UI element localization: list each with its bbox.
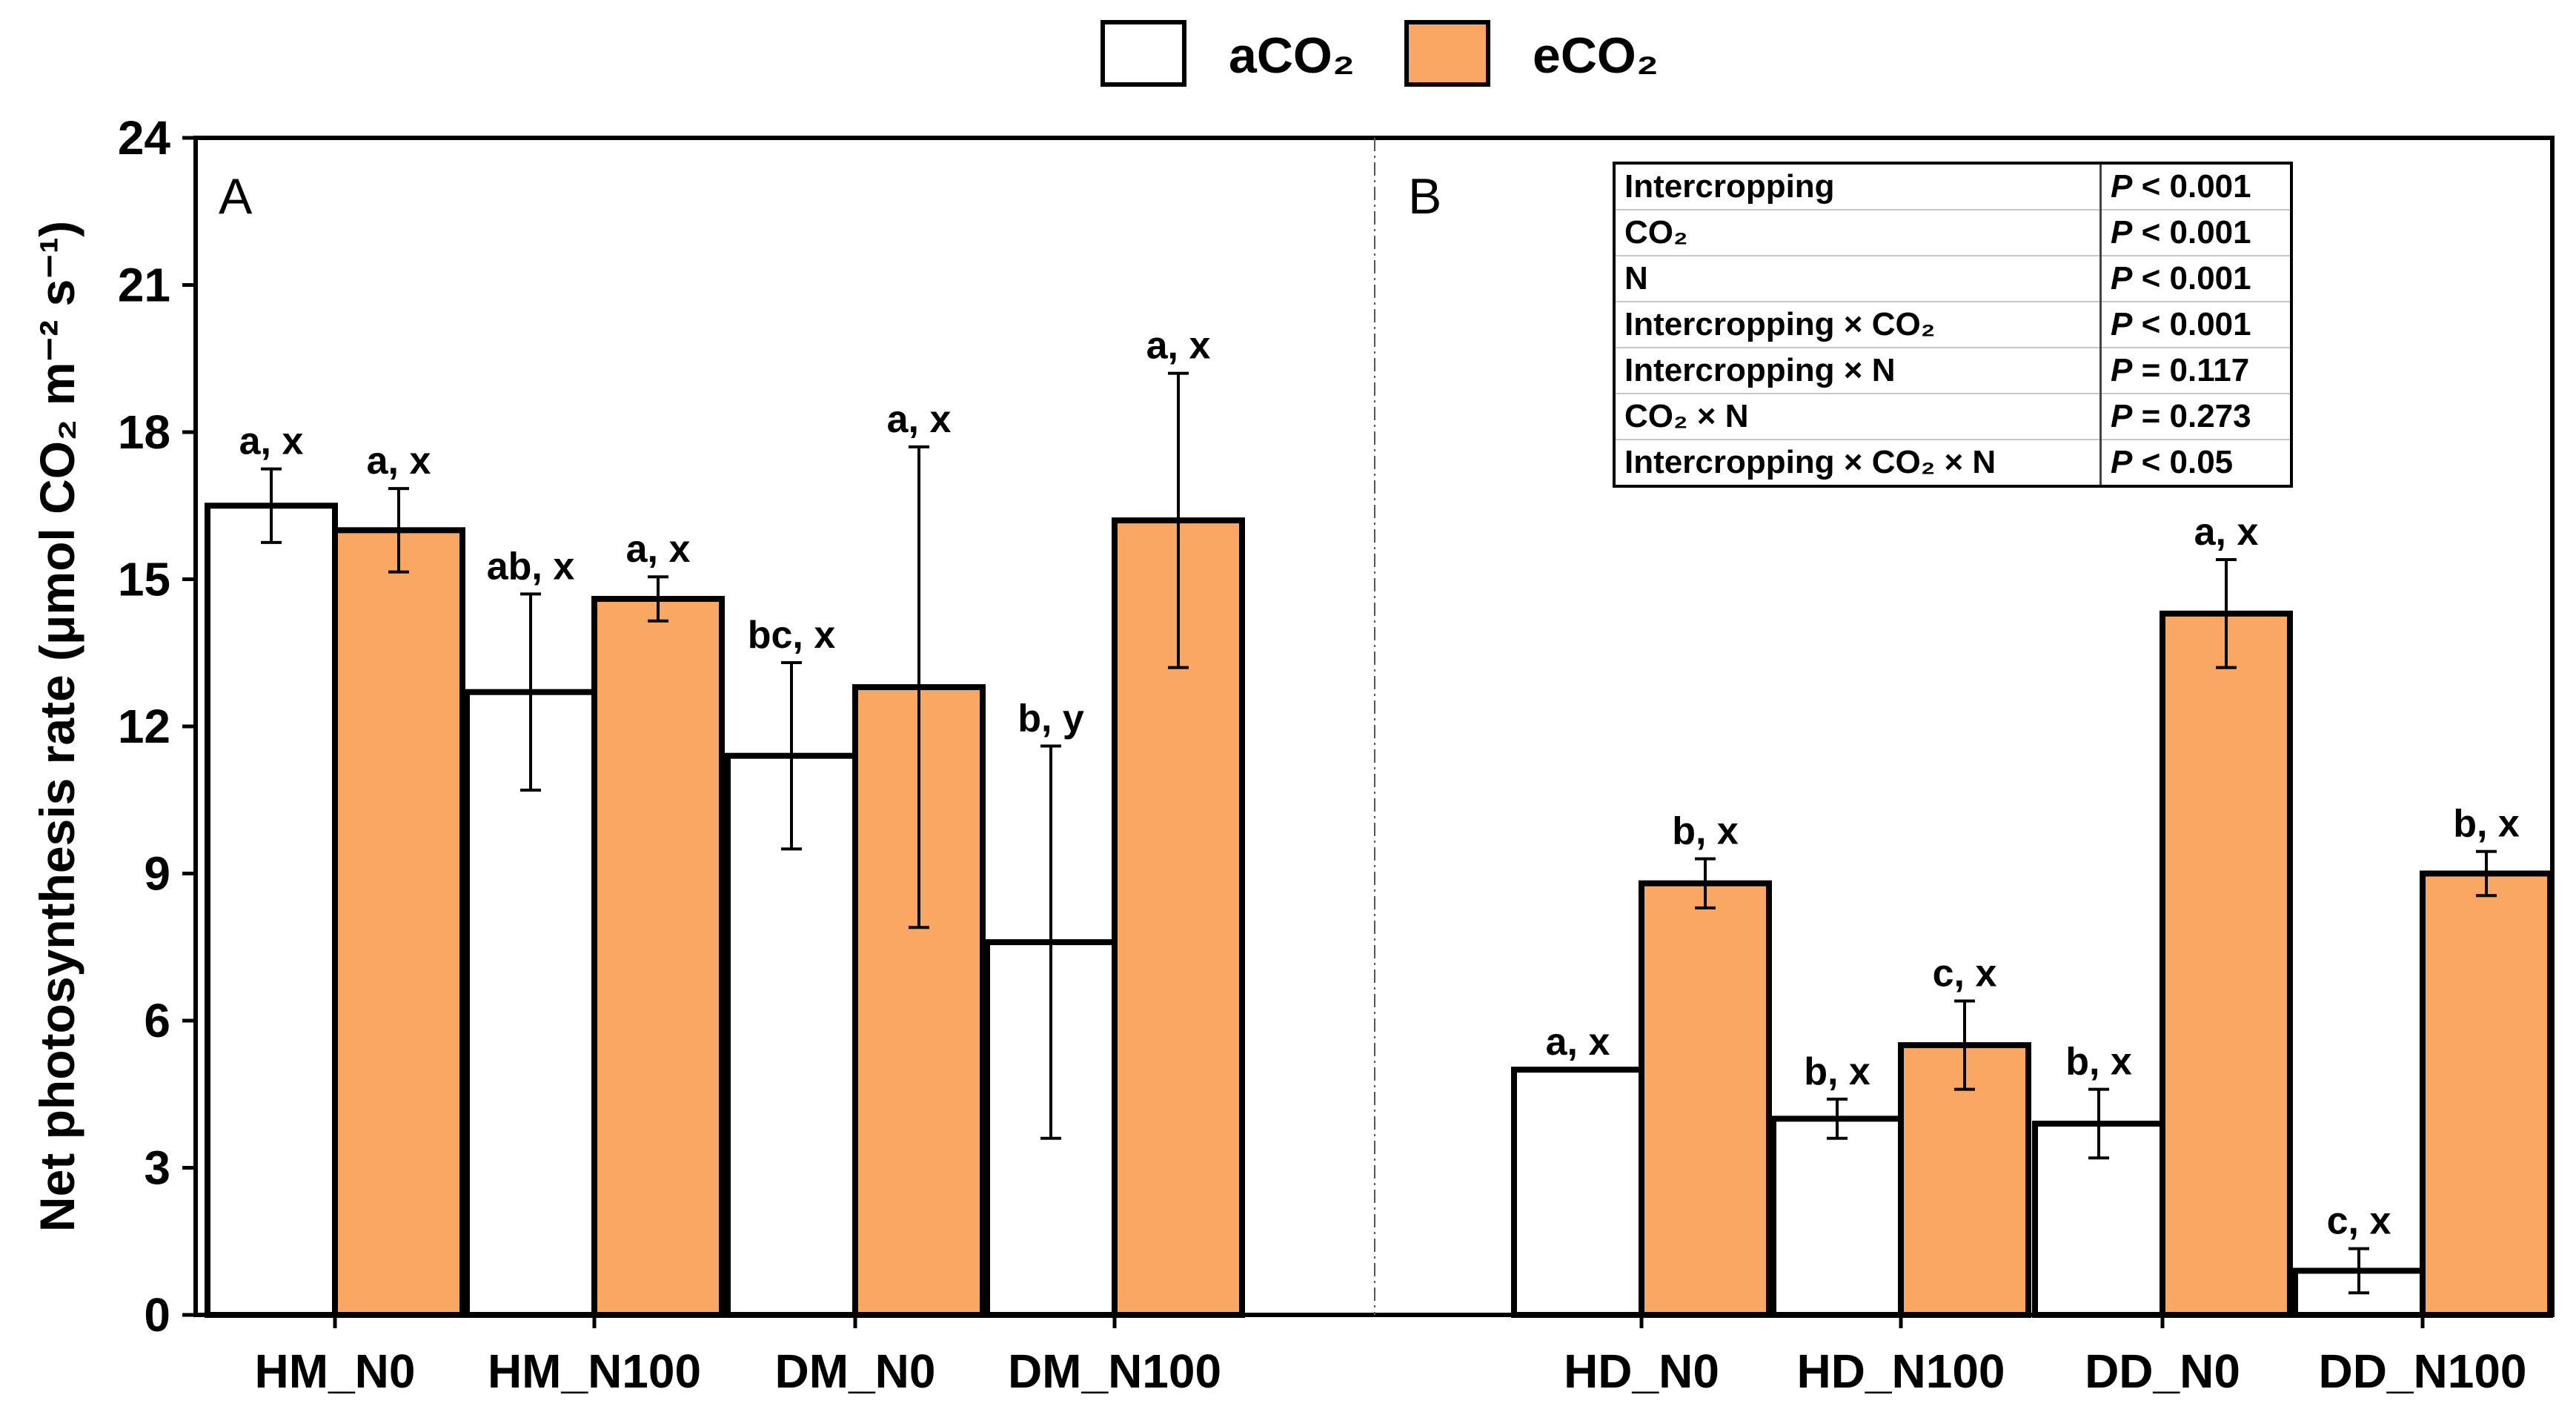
- bar-aco2-hd_n100: [1770, 1116, 1904, 1319]
- stats-term: Intercropping × CO₂: [1613, 301, 2102, 348]
- p-symbol: P: [2111, 444, 2133, 480]
- bar-aco2-hm_n0: [205, 503, 338, 1318]
- x-tick-label: DM_N0: [775, 1345, 936, 1398]
- stats-term: N: [1613, 255, 2102, 302]
- y-tick-label: 12: [118, 700, 170, 753]
- bar-eco2-hd_n0: [1639, 880, 1772, 1318]
- y-axis: 0 3 6 9 12 15 18 21 24: [118, 111, 196, 1342]
- significance-label: a, x: [626, 528, 691, 571]
- legend-swatch-eco2: [1404, 20, 1490, 87]
- stats-row: Intercropping P < 0.001: [1613, 162, 2292, 211]
- y-tick-label: 3: [144, 1141, 170, 1195]
- legend-label-aco2: aCO₂: [1229, 27, 1355, 84]
- y-tick-label: 15: [118, 553, 170, 606]
- y-tick-label: 18: [118, 405, 170, 459]
- significance-label: a, x: [2194, 511, 2259, 554]
- significance-label: ab, x: [487, 545, 575, 588]
- p-symbol: P: [2111, 214, 2133, 251]
- p-symbol: P: [2111, 306, 2133, 342]
- bar-aco2-hd_n0: [1511, 1067, 1644, 1318]
- p-symbol: P: [2111, 168, 2133, 205]
- stats-row: CO₂ P < 0.001: [1613, 209, 2292, 256]
- panel-label-a: A: [219, 168, 253, 225]
- stats-term: Intercropping × CO₂ × N: [1613, 439, 2102, 487]
- x-tick-label: HM_N0: [255, 1345, 416, 1398]
- p-value-text: < 0.001: [2132, 260, 2251, 296]
- bar-eco2-hm_n100: [591, 595, 725, 1318]
- legend-swatch-aco2: [1101, 20, 1186, 87]
- stats-p-value: P < 0.001: [2099, 162, 2292, 211]
- significance-label: b, x: [2065, 1041, 2132, 1084]
- significance-label: a, x: [1546, 1021, 1610, 1064]
- bar-eco2-dd_n100: [2420, 870, 2553, 1318]
- p-value-text: = 0.273: [2132, 398, 2251, 434]
- y-tick-label: 9: [144, 847, 170, 901]
- stats-p-value: P = 0.117: [2099, 347, 2292, 394]
- stats-p-value: P < 0.05: [2099, 439, 2292, 487]
- p-value-text: < 0.001: [2132, 306, 2251, 342]
- stats-p-value: P = 0.273: [2099, 393, 2292, 440]
- p-symbol: P: [2111, 260, 2133, 296]
- p-value-text: < 0.001: [2132, 168, 2251, 205]
- stats-term: Intercropping: [1613, 162, 2102, 211]
- y-tick-label: 6: [144, 994, 170, 1047]
- x-tick-label: DD_N0: [2085, 1345, 2240, 1398]
- panel-label-b: B: [1408, 168, 1441, 225]
- significance-label: b, x: [1672, 810, 1739, 853]
- bar-eco2-hd_n100: [1898, 1042, 2031, 1319]
- stats-row: Intercropping × CO₂ P < 0.001: [1613, 301, 2292, 348]
- x-tick-label: HM_N100: [488, 1345, 701, 1398]
- x-axis-labels: HM_N0 HM_N100 DM_N0 DM_N100 HD_N0 HD_N100 DD_N…: [255, 1315, 2527, 1398]
- significance-label: c, x: [2327, 1200, 2391, 1243]
- bar-eco2-hm_n0: [332, 527, 465, 1318]
- y-tick-label: 24: [118, 111, 171, 165]
- stats-term: CO₂: [1613, 209, 2102, 256]
- x-tick-label: DM_N100: [1008, 1345, 1221, 1398]
- stats-table: Intercropping P < 0.001 CO₂ P < 0.001 N P < 0…: [1613, 162, 2293, 488]
- y-axis-title: Net photosynthesis rate (μmol CO₂ m⁻² s⁻…: [30, 221, 84, 1232]
- stats-p-value: P < 0.001: [2099, 301, 2292, 348]
- significance-label: b, x: [1804, 1050, 1870, 1093]
- significance-label: c, x: [1933, 952, 1997, 995]
- stats-term: Intercropping × N: [1613, 347, 2102, 394]
- p-value-text: < 0.05: [2132, 444, 2234, 480]
- x-tick-label: HD_N100: [1796, 1345, 2005, 1398]
- significance-label: a, x: [239, 420, 304, 463]
- p-value-text: < 0.001: [2132, 214, 2251, 251]
- bar-eco2-dd_n0: [2160, 610, 2293, 1318]
- significance-label: a, x: [1146, 325, 1211, 368]
- y-tick-label: 0: [144, 1288, 170, 1342]
- stats-p-value: P < 0.001: [2099, 209, 2292, 256]
- stats-term: CO₂ × N: [1613, 393, 2102, 440]
- significance-label: bc, x: [748, 614, 836, 657]
- x-tick-label: HD_N0: [1564, 1345, 1719, 1398]
- p-symbol: P: [2111, 352, 2133, 388]
- bars: a, x a, x ab, x a, x bc, x a, x b, y a, x a, x b,…: [205, 325, 2553, 1319]
- bar-aco2-hm_n100: [464, 689, 597, 1318]
- legend-label-eco2: eCO₂: [1533, 27, 1659, 84]
- significance-label: b, y: [1018, 697, 1084, 740]
- y-tick-label: 21: [118, 259, 170, 312]
- significance-label: b, x: [2453, 803, 2520, 846]
- x-tick-label: DD_N100: [2318, 1345, 2526, 1398]
- p-symbol: P: [2111, 398, 2133, 434]
- legend: aCO₂ eCO₂: [1101, 20, 1659, 87]
- significance-label: a, x: [367, 440, 431, 483]
- p-value-text: = 0.117: [2132, 352, 2250, 388]
- stats-p-value: P < 0.001: [2099, 255, 2292, 302]
- significance-label: a, x: [887, 398, 952, 441]
